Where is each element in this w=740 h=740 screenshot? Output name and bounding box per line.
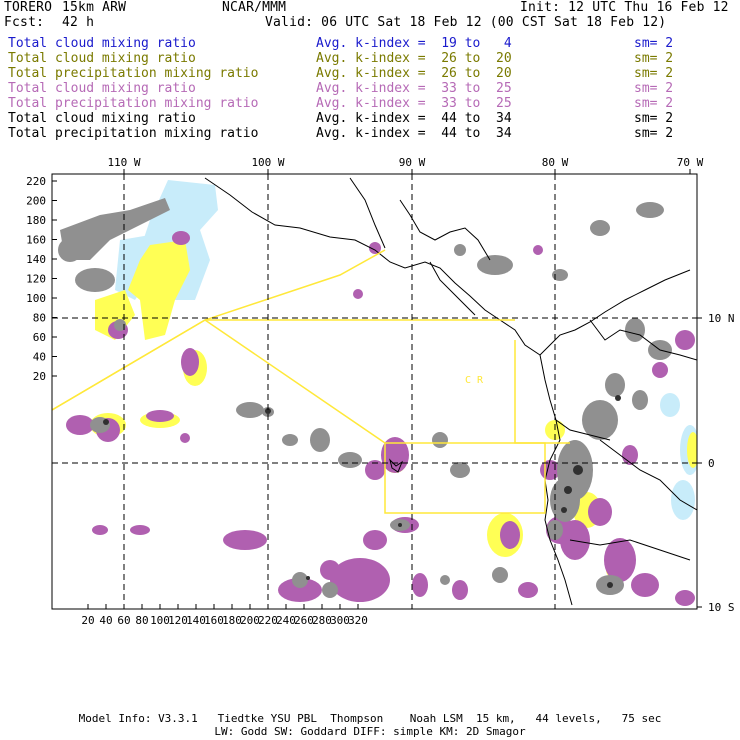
x-tick-label: 260: [294, 614, 314, 627]
legend-sm: sm= 2: [634, 66, 674, 81]
latitude-label: 10 S: [708, 601, 735, 614]
legend-sm: sm= 2: [634, 126, 674, 141]
legend-sm: sm= 2: [634, 81, 674, 96]
longitude-label: 70 W: [677, 156, 704, 169]
longitude-label: 110 W: [107, 156, 140, 169]
model-info-line1: Model Info: V3.3.1 Tiedtke YSU PBL Thomp…: [78, 712, 662, 725]
forecast-label: Fcst:: [4, 15, 45, 30]
legend-field-name: Total precipitation mixing ratio: [8, 96, 259, 111]
legend-kindex: Avg. k-index = 26 to 20: [316, 66, 512, 81]
legend-field-name: Total cloud mixing ratio: [8, 36, 196, 51]
model-resolution: 15km ARW: [62, 0, 127, 15]
x-tick-label: 200: [240, 614, 260, 627]
x-tick-label: 40: [99, 614, 112, 627]
region-label: C R: [465, 375, 484, 386]
y-tick-label: 200: [26, 195, 46, 208]
y-tick-label: 120: [26, 273, 46, 286]
legend-row: Total precipitation mixing ratio Avg. k-i…: [6, 66, 706, 81]
y-tick-label: 20: [33, 370, 46, 383]
map-frame: [51, 173, 698, 610]
y-tick-label: 40: [33, 351, 46, 364]
y-tick-label: 160: [26, 234, 46, 247]
init-time: Init: 12 UTC Thu 16 Feb 12: [520, 0, 729, 15]
legend-row: Total cloud mixing ratio Avg. k-index = 4…: [6, 111, 706, 126]
yellow-region-outlines: [52, 249, 570, 514]
legend-sm: sm= 2: [634, 96, 674, 111]
dark-cloud-cores: [103, 395, 621, 588]
coastlines: [204, 177, 697, 606]
legend-field-name: Total cloud mixing ratio: [8, 51, 196, 66]
legend-sm: sm= 2: [634, 111, 674, 126]
legend-field-name: Total precipitation mixing ratio: [8, 126, 259, 141]
legend-field-name: Total cloud mixing ratio: [8, 111, 196, 126]
x-axis-labels: 20 40 60 80 10012014016018020022024026028030…: [81, 614, 368, 627]
y-tick-label: 100: [26, 292, 46, 305]
x-tick-label: 20: [81, 614, 94, 627]
legend-kindex: Avg. k-index = 44 to 34: [316, 111, 512, 126]
longitude-labels: 110 W 100 W 90 W 80 W 70 W: [107, 156, 703, 169]
frame-ticks: [52, 169, 702, 609]
x-tick-label: 280: [312, 614, 332, 627]
lat-lon-grid: [52, 174, 697, 609]
legend-sm: sm= 2: [634, 36, 674, 51]
x-tick-label: 140: [186, 614, 206, 627]
x-tick-label: 160: [204, 614, 224, 627]
legend-row: Total precipitation mixing ratio Avg. k-i…: [6, 96, 706, 111]
longitude-label: 80 W: [542, 156, 569, 169]
x-tick-label: 240: [276, 614, 296, 627]
legend-row: Total cloud mixing ratio Avg. k-index = 1…: [6, 36, 706, 51]
legend-kindex: Avg. k-index = 33 to 25: [316, 96, 512, 111]
valid-time: Valid: 06 UTC Sat 18 Feb 12 (00 CST Sat …: [265, 15, 667, 30]
legend-kindex: Avg. k-index = 26 to 20: [316, 51, 512, 66]
legend-kindex: Avg. k-index = 44 to 34: [316, 126, 512, 141]
x-tick-label: 300: [330, 614, 350, 627]
model-info-line2: LW: Godd SW: Goddard DIFF: simple KM: 2D…: [214, 725, 526, 738]
legend-row: Total cloud mixing ratio Avg. k-index = 3…: [6, 81, 706, 96]
legend-kindex: Avg. k-index = 19 to 4: [316, 36, 512, 51]
latitude-label: 0: [708, 457, 715, 470]
legend-field-name: Total precipitation mixing ratio: [8, 66, 259, 81]
y-tick-label: 220: [26, 175, 46, 188]
longitude-label: 90 W: [399, 156, 426, 169]
longitude-label: 100 W: [251, 156, 284, 169]
legend-field-name: Total cloud mixing ratio: [8, 81, 196, 96]
legend-row: Total cloud mixing ratio Avg. k-index = 2…: [6, 51, 706, 66]
y-tick-label: 180: [26, 214, 46, 227]
latitude-label: 10 N: [708, 312, 735, 325]
y-tick-label: 80: [33, 312, 46, 325]
y-tick-label: 60: [33, 331, 46, 344]
y-tick-label: 140: [26, 253, 46, 266]
x-tick-label: 320: [348, 614, 368, 627]
x-tick-label: 220: [258, 614, 278, 627]
model-name: TORERO: [4, 0, 53, 15]
latitude-labels: 10 N 0 10 S: [708, 312, 735, 614]
x-tick-label: 180: [222, 614, 242, 627]
center-name: NCAR/MMM: [222, 0, 287, 15]
x-tick-label: 60: [117, 614, 130, 627]
y-axis-labels: 220 200 180 160 140 120 100 80 60 40 20: [26, 175, 46, 383]
x-tick-label: 120: [168, 614, 188, 627]
x-tick-label: 100: [150, 614, 170, 627]
x-tick-label: 80: [135, 614, 148, 627]
legend-sm: sm= 2: [634, 51, 674, 66]
forecast-hours: 42 h: [62, 15, 95, 30]
legend-row: Total precipitation mixing ratio Avg. k-i…: [6, 126, 706, 141]
legend-kindex: Avg. k-index = 33 to 25: [316, 81, 512, 96]
